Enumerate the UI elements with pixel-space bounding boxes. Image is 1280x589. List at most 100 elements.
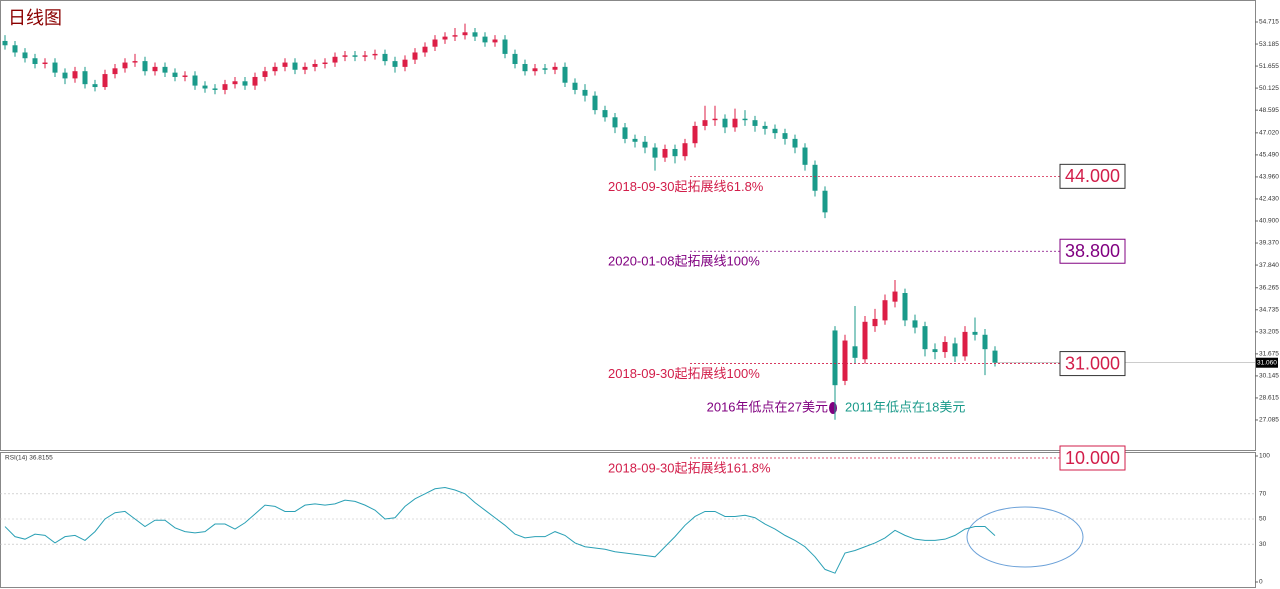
candle-body: [342, 55, 348, 57]
candle-body: [32, 58, 38, 64]
candle-body: [772, 128, 778, 134]
chart-title: 日线图: [8, 8, 62, 28]
rsi-panel: [0, 452, 1256, 588]
candle-body: [262, 71, 268, 77]
candle-body: [412, 52, 418, 60]
candle-body: [242, 81, 248, 86]
candle-body: [682, 143, 688, 157]
candle-body: [642, 141, 648, 148]
candle-body: [302, 66, 308, 70]
candle-body: [132, 61, 138, 63]
candle-body: [662, 148, 668, 158]
level-caption: 2018-09-30起拓展线100%: [608, 366, 760, 381]
candle-body: [782, 133, 788, 139]
candle-body: [152, 66, 158, 72]
candle-body: [822, 190, 828, 213]
rsi-label: RSI(14) 36.8155: [5, 455, 53, 462]
candle-body: [422, 46, 428, 53]
candle-body: [712, 118, 718, 121]
level-box: [1059, 238, 1126, 264]
candle-body: [312, 63, 318, 67]
candle-body: [802, 147, 808, 165]
candle-body: [852, 346, 858, 358]
candle-body: [572, 82, 578, 90]
candle-body: [842, 340, 848, 381]
y-tick-label: 48.595: [1259, 107, 1279, 114]
rsi-tick-label: 70: [1259, 491, 1267, 498]
candle-body: [102, 74, 108, 88]
rsi-tick-label: 50: [1259, 516, 1267, 523]
candle-body: [182, 75, 188, 77]
level-label: 44.000: [1065, 166, 1120, 186]
candle-body: [952, 343, 958, 357]
y-tick-label: 47.020: [1259, 130, 1279, 137]
candle-body: [632, 138, 638, 142]
rsi-tick-label: 0: [1259, 579, 1263, 586]
candle-body: [252, 76, 258, 86]
candle-body: [362, 55, 368, 57]
candle-body: [2, 40, 8, 46]
candle-body: [452, 35, 458, 37]
candle-body: [702, 120, 708, 126]
candle-body: [892, 291, 898, 302]
candle-body: [212, 88, 218, 90]
candle-body: [472, 32, 478, 37]
candle-body: [392, 61, 398, 67]
candle-body: [372, 53, 378, 56]
candle-body: [22, 52, 28, 59]
y-tick-label: 37.840: [1259, 262, 1279, 269]
y-tick-label: 27.085: [1259, 417, 1279, 424]
y-tick-label: 31.675: [1259, 351, 1279, 358]
candle-body: [742, 118, 748, 121]
y-tick-label: 36.265: [1259, 284, 1279, 291]
annotation: 2016年低点在27美元: [707, 399, 828, 414]
price-panel: [0, 0, 1256, 451]
candle-body: [112, 68, 118, 75]
candle-body: [482, 36, 488, 43]
candle-body: [992, 350, 998, 363]
candle-body: [582, 89, 588, 96]
y-tick-label: 28.615: [1259, 395, 1279, 402]
candle-body: [922, 326, 928, 350]
candle-body: [932, 349, 938, 353]
candle-body: [232, 81, 238, 85]
low-marker: [829, 402, 837, 414]
candle-body: [442, 36, 448, 40]
candle-body: [562, 66, 568, 83]
candle-body: [532, 68, 538, 72]
candle-body: [622, 127, 628, 139]
candle-body: [62, 72, 68, 79]
candle-body: [722, 118, 728, 128]
candle-body: [652, 147, 658, 158]
y-tick-label: 45.490: [1259, 152, 1279, 159]
rsi-line: [4, 486, 996, 574]
candle-body: [12, 45, 18, 53]
candle-body: [862, 321, 868, 360]
candle-body: [292, 62, 298, 70]
candle-body: [692, 125, 698, 144]
y-tick-label: 33.205: [1259, 329, 1279, 336]
candle-body: [962, 331, 968, 357]
candle-body: [602, 110, 608, 118]
candle-body: [382, 53, 388, 62]
candle-body: [542, 68, 548, 70]
candle-body: [402, 59, 408, 67]
y-tick-label: 42.430: [1259, 196, 1279, 203]
candle-body: [52, 62, 58, 73]
rsi-tick-label: 30: [1259, 541, 1267, 548]
candle-body: [82, 71, 88, 85]
candle-body: [192, 75, 198, 86]
candle-body: [672, 148, 678, 157]
candle-body: [832, 330, 838, 386]
candle-body: [282, 62, 288, 67]
candle-body: [872, 318, 878, 327]
y-tick-label: 30.145: [1259, 373, 1279, 380]
candle-body: [762, 125, 768, 129]
candle-body: [222, 84, 228, 90]
y-tick-label: 53.185: [1259, 41, 1279, 48]
candle-body: [172, 72, 178, 77]
candle-body: [882, 300, 888, 321]
candle-body: [432, 39, 438, 47]
candle-body: [42, 62, 48, 64]
